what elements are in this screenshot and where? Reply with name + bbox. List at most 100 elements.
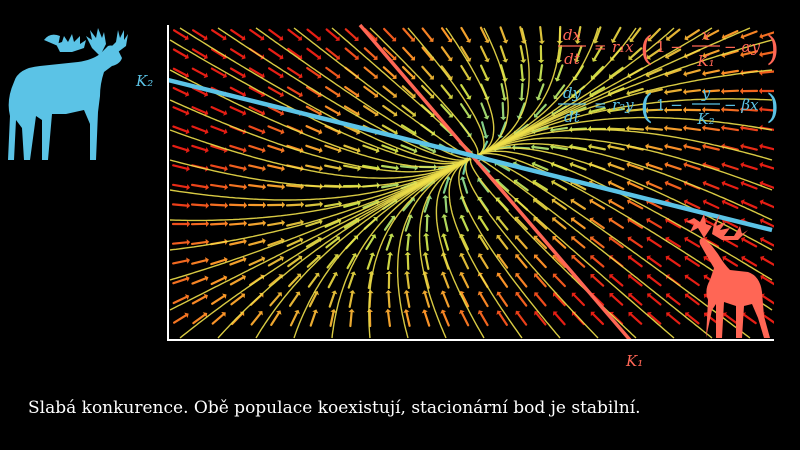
field-arrow bbox=[663, 106, 683, 114]
field-arrow bbox=[608, 198, 625, 210]
field-arrow bbox=[702, 199, 720, 210]
field-arrow bbox=[538, 25, 545, 45]
field-arrow bbox=[191, 293, 208, 305]
field-arrow bbox=[645, 88, 663, 96]
field-arrow bbox=[741, 236, 758, 248]
field-arrow bbox=[172, 29, 189, 41]
streamline bbox=[479, 69, 773, 155]
field-arrow bbox=[607, 143, 625, 151]
field-arrow bbox=[608, 217, 624, 229]
field-arrow bbox=[192, 312, 208, 325]
field-arrow bbox=[740, 161, 758, 171]
field-arrow bbox=[569, 161, 587, 171]
eq2-open-paren: ( bbox=[640, 87, 653, 127]
field-arrow bbox=[421, 290, 431, 308]
field-arrow bbox=[589, 198, 606, 210]
field-arrow bbox=[702, 180, 720, 190]
field-arrow bbox=[626, 161, 644, 171]
field-arrow bbox=[459, 176, 469, 194]
eq1-lhs-num: dx bbox=[563, 26, 582, 44]
field-arrow bbox=[533, 254, 547, 269]
field-arrow bbox=[479, 45, 490, 63]
streamline bbox=[445, 27, 495, 155]
field-arrow bbox=[191, 29, 208, 41]
field-arrow bbox=[325, 236, 341, 249]
caption-text: Slabá konkurence. Obě populace koexistuj… bbox=[28, 398, 641, 418]
field-arrow bbox=[629, 27, 642, 43]
x-nullcline bbox=[358, 23, 632, 342]
field-arrow bbox=[758, 106, 774, 113]
field-arrow bbox=[421, 84, 435, 99]
field-arrow bbox=[248, 67, 265, 79]
field-arrow bbox=[440, 65, 453, 81]
eq1-equals: = bbox=[594, 38, 607, 56]
eq2-equals: = bbox=[594, 96, 607, 114]
field-arrow bbox=[229, 144, 247, 154]
field-arrow bbox=[172, 67, 190, 79]
streamline bbox=[169, 39, 471, 165]
streamline bbox=[407, 27, 485, 156]
field-arrow bbox=[741, 255, 758, 267]
field-arrow bbox=[381, 144, 399, 154]
k1-label: K₁ bbox=[625, 352, 643, 370]
field-arrow bbox=[626, 180, 644, 190]
field-arrow bbox=[402, 27, 416, 42]
field-arrow bbox=[247, 183, 267, 191]
field-arrow bbox=[421, 309, 431, 327]
field-arrow bbox=[519, 45, 527, 64]
field-arrow bbox=[684, 274, 700, 287]
field-arrow bbox=[325, 86, 341, 98]
streamline bbox=[476, 155, 751, 339]
deer-silhouette-icon bbox=[686, 214, 770, 338]
eq2-rate: r₂y bbox=[612, 96, 634, 114]
streamline bbox=[217, 27, 471, 161]
field-arrow bbox=[758, 50, 774, 58]
field-arrow bbox=[342, 182, 362, 190]
field-arrow bbox=[191, 257, 209, 265]
field-arrow bbox=[644, 125, 664, 132]
field-arrow bbox=[722, 255, 739, 267]
field-arrow bbox=[346, 253, 358, 270]
field-arrow bbox=[536, 63, 544, 83]
streamline bbox=[477, 143, 773, 221]
field-arrow bbox=[210, 275, 228, 286]
field-arrow bbox=[325, 28, 340, 41]
field-arrow bbox=[329, 309, 337, 327]
field-arrow bbox=[228, 183, 248, 191]
field-arrow bbox=[571, 311, 585, 326]
streamline bbox=[169, 158, 471, 311]
streamline bbox=[448, 158, 523, 339]
field-arrow bbox=[382, 104, 398, 117]
field-arrow bbox=[496, 310, 508, 326]
field-arrow bbox=[625, 125, 645, 132]
field-arrow bbox=[248, 125, 266, 135]
field-arrow bbox=[759, 143, 774, 151]
field-arrow bbox=[267, 237, 285, 247]
field-arrow bbox=[266, 183, 286, 190]
field-arrow bbox=[421, 65, 435, 80]
field-arrow bbox=[400, 144, 418, 154]
field-arrow bbox=[366, 252, 376, 270]
field-arrow bbox=[647, 293, 662, 306]
field-arrow bbox=[646, 47, 662, 60]
field-arrow bbox=[230, 28, 246, 41]
field-arrow bbox=[720, 124, 740, 132]
field-arrow bbox=[499, 45, 509, 63]
field-arrow bbox=[421, 46, 434, 61]
field-arrow bbox=[459, 271, 470, 289]
streamline bbox=[477, 27, 509, 156]
field-arrow bbox=[171, 202, 191, 209]
field-arrow bbox=[740, 30, 758, 40]
field-arrow bbox=[589, 236, 605, 249]
field-arrow bbox=[267, 255, 284, 267]
field-arrow bbox=[211, 29, 227, 41]
field-arrow bbox=[382, 47, 397, 61]
field-arrow bbox=[515, 273, 528, 288]
field-arrow bbox=[323, 183, 343, 190]
field-arrow bbox=[381, 124, 398, 136]
field-arrow bbox=[758, 87, 774, 95]
field-arrow bbox=[247, 219, 267, 227]
field-arrow bbox=[625, 107, 645, 114]
field-arrow bbox=[267, 164, 285, 172]
field-arrow bbox=[402, 46, 416, 61]
